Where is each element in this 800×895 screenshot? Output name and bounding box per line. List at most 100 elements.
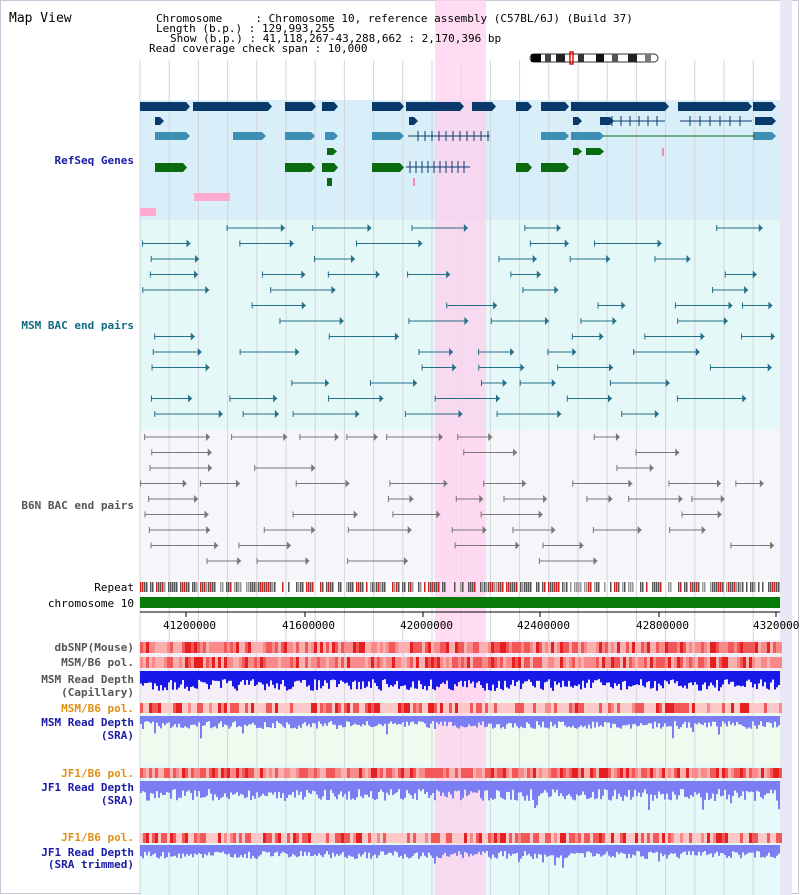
polymorphism-cell bbox=[413, 768, 416, 778]
read-depth-bar bbox=[336, 781, 338, 800]
polymorphism-cell bbox=[143, 642, 146, 653]
repeat-mark bbox=[442, 582, 444, 592]
track-label-jf1-depth-trim[interactable]: JF1 Read Depth bbox=[41, 846, 134, 859]
track-label-msm-b6-pol-2[interactable]: MSM/B6 pol. bbox=[61, 702, 134, 715]
read-depth-bar bbox=[424, 781, 426, 794]
polymorphism-cell bbox=[695, 657, 698, 668]
repeat-mark bbox=[320, 582, 322, 592]
repeat-mark bbox=[768, 582, 770, 592]
read-depth-bar bbox=[654, 781, 656, 796]
read-depth-bar bbox=[222, 845, 224, 852]
polymorphism-cell bbox=[335, 657, 338, 668]
read-depth-bar bbox=[142, 845, 144, 859]
repeat-mark bbox=[260, 582, 262, 592]
polymorphism-cell bbox=[332, 703, 335, 713]
track-label-jf1-depth-sra-sub: (SRA) bbox=[100, 794, 134, 807]
track-label-b6n-bac[interactable]: B6N BAC end pairs bbox=[21, 499, 134, 512]
read-depth-bar bbox=[252, 845, 254, 856]
track-label-msm-bac[interactable]: MSM BAC end pairs bbox=[21, 319, 134, 332]
repeat-mark bbox=[402, 582, 404, 592]
read-depth-bar bbox=[464, 845, 466, 852]
read-depth-bar bbox=[308, 845, 310, 853]
read-depth-bar bbox=[524, 671, 526, 682]
read-depth-bar bbox=[292, 671, 294, 687]
read-depth-bar bbox=[276, 781, 278, 799]
polymorphism-cell bbox=[746, 642, 749, 653]
polymorphism-cell bbox=[344, 642, 347, 653]
track-label-dbsnp[interactable]: dbSNP(Mouse) bbox=[54, 641, 134, 654]
repeat-mark bbox=[408, 582, 410, 592]
read-depth-bar bbox=[174, 781, 176, 790]
repeat-mark bbox=[156, 582, 158, 592]
read-depth-bar bbox=[562, 781, 564, 797]
polymorphism-cell bbox=[374, 703, 377, 713]
read-depth-bar bbox=[144, 671, 146, 684]
track-label-repeat[interactable]: Repeat bbox=[94, 581, 134, 594]
track-label-refseq[interactable]: RefSeq Genes bbox=[54, 154, 134, 167]
read-depth-bar bbox=[700, 781, 702, 798]
polymorphism-cell bbox=[335, 703, 338, 713]
bac-end-arrow bbox=[522, 479, 527, 488]
read-depth-bar bbox=[288, 716, 290, 725]
polymorphism-cell bbox=[530, 657, 533, 668]
polymorphism-cell bbox=[338, 833, 341, 843]
read-depth-bar bbox=[718, 671, 720, 691]
read-depth-bar bbox=[284, 781, 286, 801]
track-label-jf1-b6-pol-1[interactable]: JF1/B6 pol. bbox=[61, 767, 134, 780]
track-label-jf1-depth-sra[interactable]: JF1 Read Depth bbox=[41, 781, 134, 794]
read-depth-bar bbox=[618, 781, 620, 794]
track-label-msm-depth-sra[interactable]: MSM Read Depth bbox=[41, 716, 134, 729]
read-depth-bar bbox=[404, 781, 406, 798]
track-label-msm-depth-capillary[interactable]: MSM Read Depth bbox=[41, 673, 134, 686]
read-depth-bar bbox=[196, 845, 198, 855]
polymorphism-cell bbox=[509, 768, 512, 778]
polymorphism-cell bbox=[767, 833, 770, 843]
read-depth-bar bbox=[300, 845, 302, 852]
read-depth-bar bbox=[438, 671, 440, 688]
read-depth-bar bbox=[720, 671, 722, 688]
polymorphism-cell bbox=[302, 833, 305, 843]
read-depth-bar bbox=[592, 781, 594, 792]
read-depth-bar bbox=[458, 845, 460, 852]
polymorphism-cell bbox=[440, 833, 443, 843]
read-depth-bar bbox=[450, 845, 452, 855]
polymorphism-cell bbox=[620, 642, 623, 653]
read-depth-bar bbox=[232, 845, 234, 858]
read-depth-bar bbox=[410, 781, 412, 796]
read-depth-bar bbox=[670, 781, 672, 801]
read-depth-bar bbox=[140, 845, 142, 856]
polymorphism-cell bbox=[176, 642, 179, 653]
polymorphism-cell bbox=[659, 833, 662, 843]
read-depth-bar bbox=[500, 671, 502, 689]
polymorphism-cell bbox=[653, 657, 656, 668]
read-depth-bar bbox=[260, 781, 262, 796]
gene-exon-block bbox=[372, 102, 400, 111]
polymorphism-cell bbox=[623, 642, 626, 653]
polymorphism-cell bbox=[200, 642, 203, 653]
repeat-mark bbox=[250, 582, 252, 592]
track-label-msm-b6-pol-1[interactable]: MSM/B6 pol. bbox=[61, 656, 134, 669]
track-label-chromosome[interactable]: chromosome 10 bbox=[47, 597, 134, 610]
track-label-jf1-b6-pol-2[interactable]: JF1/B6 pol. bbox=[61, 831, 134, 844]
read-depth-bar bbox=[608, 671, 610, 683]
read-depth-bar bbox=[190, 781, 192, 793]
polymorphism-cell bbox=[311, 657, 314, 668]
read-depth-bar bbox=[760, 671, 762, 680]
read-depth-bar bbox=[280, 716, 282, 725]
gene-fragment bbox=[194, 193, 230, 201]
polymorphism-cell bbox=[722, 703, 725, 713]
repeat-mark bbox=[670, 582, 672, 592]
repeat-mark bbox=[462, 582, 464, 592]
polymorphism-cell bbox=[728, 657, 731, 668]
polymorphism-cell bbox=[761, 768, 764, 778]
read-depth-bar bbox=[608, 781, 610, 800]
polymorphism-cell bbox=[233, 657, 236, 668]
read-depth-bar bbox=[434, 716, 436, 729]
polymorphism-cell bbox=[464, 768, 467, 778]
polymorphism-cell bbox=[197, 768, 200, 778]
read-depth-bar bbox=[274, 781, 276, 793]
repeat-mark bbox=[184, 582, 186, 592]
read-depth-bar bbox=[754, 671, 756, 684]
polymorphism-cell bbox=[458, 768, 461, 778]
